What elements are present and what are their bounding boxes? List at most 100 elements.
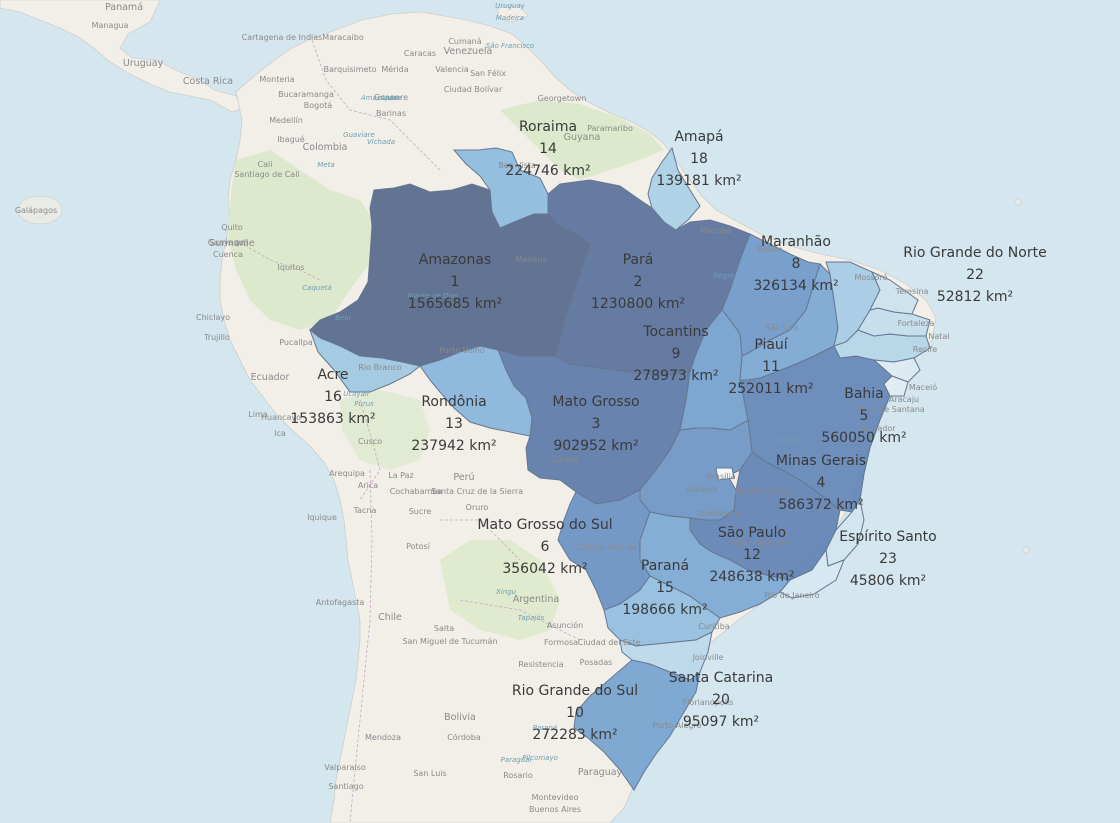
citie-label-valencia: Valencia [435, 65, 469, 74]
water-label-paraguai: Paraguai [501, 756, 532, 764]
citie-label-santiago-de-cali: Santiago de Cali [234, 170, 299, 179]
state-label-area-amazonas: 1565685 km² [408, 296, 502, 312]
citie-label-maracaibo: Maracaibo [322, 33, 364, 42]
state-distrito-federal[interactable] [715, 467, 735, 481]
citie-label-posadas: Posadas [580, 658, 613, 667]
citie-label-maceio: Maceió [909, 382, 937, 392]
state-label-rank-maranhao: 8 [792, 256, 801, 272]
citie-label-porto-alegre: Porto Alegre [652, 721, 701, 730]
state-label-area-bahia: 560050 km² [821, 430, 906, 446]
citie-label-oruro: Oruro [466, 503, 489, 512]
land-trinidad [497, 5, 529, 23]
citie-label-cordoba: Córdoba [447, 732, 481, 742]
citie-label-florianopolis: Florianópolis [683, 697, 734, 707]
citie-label-salta: Salta [434, 624, 454, 633]
land-galapagos [17, 195, 63, 225]
state-label-name-espirito-santo: Espírito Santo [839, 529, 936, 545]
state-label-name-mato-grosso-do-sul: Mato Grosso do Sul [477, 517, 612, 533]
water-label-jurua: Juruá [617, 296, 637, 304]
state-label-area-acre: 153863 km² [290, 411, 375, 427]
state-label-area-rondonia: 237942 km² [411, 438, 496, 454]
citie-label-bogota: Bogotá [304, 101, 332, 110]
citie-label-rio-branco: Rio Branco [358, 363, 401, 372]
citie-label-uberlandia: Uberlândia [696, 509, 740, 518]
countrie-label-peru: Perú [453, 472, 474, 483]
countrie-label-uruguay: Uruguay [123, 58, 164, 69]
citie-label-recife: Recife [913, 345, 938, 354]
state-acre[interactable] [308, 328, 422, 393]
citie-label-barquisimeto: Barquisimeto [323, 65, 376, 74]
citie-label-aracaju: Aracaju [889, 395, 919, 404]
state-label-name-rio-grande-do-norte: Rio Grande do Norte [903, 245, 1046, 261]
citie-label-joinville: Joinville [692, 653, 724, 662]
water-label-beni: Beni [335, 314, 351, 322]
state-rio-de-janeiro[interactable] [779, 548, 845, 599]
state-santa-catarina[interactable] [619, 631, 713, 681]
water-label-vichada: Vichada [367, 138, 395, 146]
state-label-name-mato-grosso: Mato Grosso [552, 394, 639, 410]
citie-label-ciudad-del-este: Ciudad del Este [578, 638, 641, 647]
island-label-galapagos: Galápagos [15, 206, 57, 215]
state-label-rank-piaui: 11 [762, 359, 780, 375]
state-label-area-tocantins: 278973 km² [633, 368, 718, 384]
boundary-bolivia-paraguay [440, 519, 521, 561]
citie-label-arequipa: Arequipa [329, 469, 365, 478]
basemap-labels: Colombia Venezuela Guyana Suriname Ecuador Pe… [15, 2, 950, 814]
state-rondonia[interactable] [419, 345, 533, 437]
state-label-area-minas-gerais: 586372 km² [778, 497, 863, 513]
citie-label-campo-grande: Campo Grande [577, 543, 637, 552]
countrie-label-colombia: Colombia [303, 142, 348, 153]
citie-label-georgetown: Georgetown [538, 94, 587, 103]
water-label-ucayali: Ucayali [343, 390, 369, 398]
citie-label-porto-velho: Porto Velho [439, 346, 484, 355]
countrie-label-ecuador: Ecuador [251, 372, 290, 383]
state-label-name-roraima: Roraima [519, 119, 577, 135]
state-label-rank-roraima: 14 [539, 141, 557, 157]
citie-label-chiclayo: Chiclayo [196, 313, 230, 322]
state-label-area-parana: 198666 km² [622, 602, 707, 618]
citie-label-guanare: Guanare [374, 93, 408, 102]
citie-label-arica: Arica [358, 481, 378, 490]
countrie-label-argentina: Argentina [513, 594, 559, 605]
state-label-name-tocantins: Tocantins [642, 324, 708, 340]
state-label-rank-amapa: 18 [690, 151, 708, 167]
citie-label-cali: Cali [258, 160, 273, 169]
state-rio-grande-do-norte[interactable] [869, 271, 919, 315]
citie-label-iquique: Iquique [307, 513, 337, 522]
state-label-rank-bahia: 5 [860, 408, 869, 424]
citie-label-macapa: Macapá [700, 226, 731, 235]
citie-label-belo-horizonte: Belo Horizonte [729, 538, 788, 547]
citie-label-brasilia: Brasília [706, 472, 736, 481]
citie-label-merida: Mérida [381, 64, 408, 74]
citie-label-fortaleza: Fortaleza [898, 319, 935, 328]
citie-label-huancayo: Huancayo [261, 413, 301, 422]
citie-label-sao-luis: São Luís [765, 323, 798, 332]
state-label-area-sao-paulo: 248638 km² [709, 569, 794, 585]
state-label-name-parana: Paraná [641, 558, 689, 574]
state-tocantins[interactable] [679, 309, 749, 431]
citie-label-santa-cruz-de-la-sierra: Santa Cruz de la Sierra [431, 487, 523, 496]
state-label-name-amapa: Amapá [674, 129, 723, 145]
land-trindade [1022, 546, 1030, 554]
citie-label-rosario: Rosario [503, 771, 533, 780]
citie-label-ibague: Ibagué [277, 134, 304, 144]
citie-label-rio-de-janeiro: Rio de Janeiro [764, 591, 819, 600]
state-label-area-piaui: 252011 km² [728, 381, 813, 397]
citie-label-mossoro: Mossoró [854, 272, 887, 282]
state-amapa[interactable] [647, 146, 701, 231]
state-sergipe[interactable] [883, 375, 909, 397]
state-roraima[interactable] [452, 147, 549, 229]
citie-label-montevideo: Montevideo [532, 793, 579, 802]
state-label-area-mato-grosso-do-sul: 356042 km² [502, 561, 587, 577]
citie-label-asuncion: Asunción [547, 620, 583, 630]
citie-label-san-luis: San Luis [413, 769, 446, 778]
state-label-rank-para: 2 [634, 274, 643, 290]
water-label-meta: Meta [317, 161, 334, 169]
citie-label-formosa: Formosa [544, 638, 578, 647]
state-label-area-espirito-santo: 45806 km² [850, 573, 926, 589]
state-label-name-para: Pará [623, 252, 654, 268]
citie-label-san-miguel-de-tucuman: San Miguel de Tucumán [402, 637, 497, 646]
state-label-rank-tocantins: 9 [672, 346, 681, 362]
citie-label-mendoza: Mendoza [365, 733, 401, 742]
